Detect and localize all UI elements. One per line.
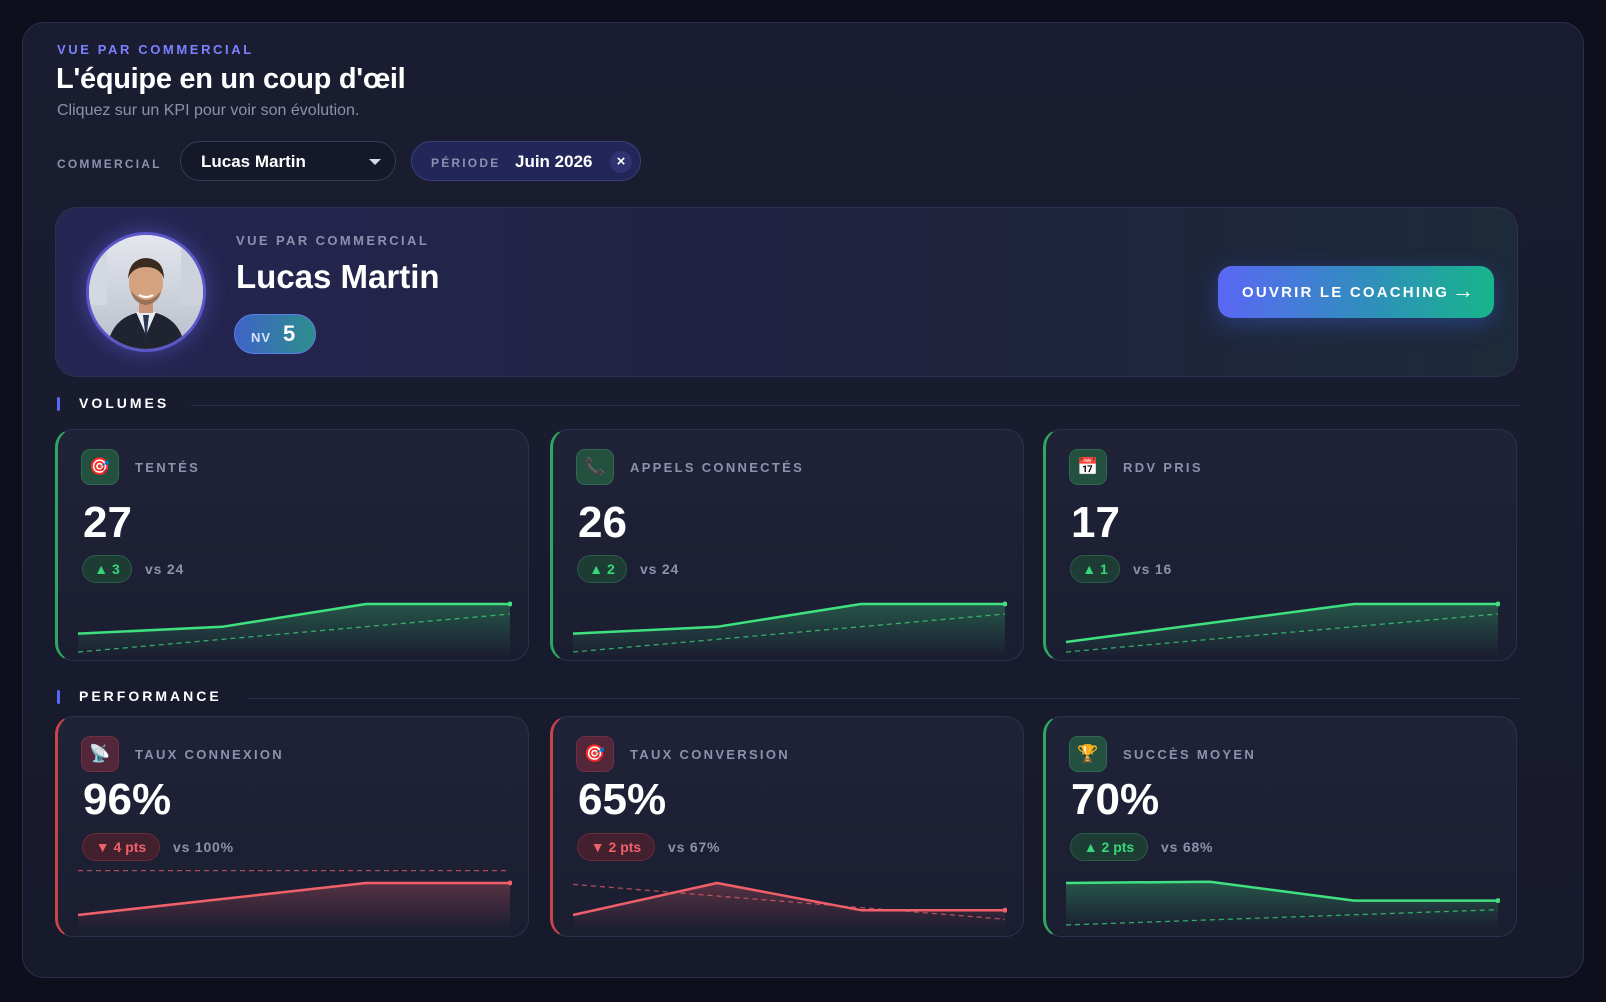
kpi-value: 27 (83, 498, 132, 547)
level-value: 5 (283, 321, 296, 346)
kpi-card-taux_connexion[interactable]: 📡 TAUX CONNEXION 96% ▼ 4 pts vs 100% (55, 716, 529, 937)
open-coaching-label: OUVRIR LE COACHING (1242, 284, 1450, 301)
commercial-select-value: Lucas Martin (201, 152, 306, 171)
sparkline-endpoint (507, 880, 512, 886)
kpi-label: SUCCÈS MOYEN (1123, 747, 1257, 762)
kpi-comparison: vs 24 (640, 561, 680, 577)
section-divider (247, 698, 1519, 699)
kpi-delta-badge: ▲ 3 (82, 555, 132, 583)
profile-name: Lucas Martin (236, 258, 440, 295)
section-marker (57, 397, 60, 411)
avatar-portrait-icon (89, 235, 203, 349)
kpi-label: TAUX CONNEXION (135, 747, 284, 762)
kpi-comparison: vs 24 (145, 561, 185, 577)
kpi-comparison: vs 68% (1161, 839, 1214, 855)
kpi-card-succes_moyen[interactable]: 🏆 SUCCÈS MOYEN 70% ▲ 2 pts vs 68% (1043, 716, 1517, 937)
sparkline-endpoint (1495, 601, 1500, 607)
kpi-delta-badge: ▲ 2 (577, 555, 627, 583)
period-filter-value: Juin 2026 (515, 152, 593, 171)
kpi-label: TAUX CONVERSION (630, 747, 790, 762)
kpi-delta-badge: ▲ 2 pts (1070, 833, 1148, 861)
sparkline-endpoint (507, 601, 512, 607)
kpi-sparkline (1065, 880, 1500, 929)
kpi-sparkline (1065, 601, 1500, 656)
calendar-icon: 📅 (1069, 449, 1107, 485)
section-volumes-title: VOLUMES (79, 395, 170, 411)
kpi-value: 65% (578, 775, 667, 824)
sparkline-baseline (1065, 613, 1499, 653)
sparkline-trend (1065, 880, 1498, 902)
sparkline-area (573, 883, 1005, 929)
chevron-down-icon (369, 159, 381, 165)
kpi-label: TENTÉS (135, 460, 201, 475)
sparkline-trend (77, 881, 510, 917)
profile-eyebrow: VUE PAR COMMERCIAL (236, 233, 430, 248)
kpi-card-appels[interactable]: 📞 APPELS CONNECTÉS 26 ▲ 2 vs 24 (550, 429, 1024, 661)
kpi-sparkline (77, 601, 512, 656)
sparkline-trend (1065, 602, 1498, 644)
kpi-value: 17 (1071, 498, 1120, 547)
sparkline-trend (572, 881, 1005, 917)
kpi-comparison: vs 100% (173, 839, 234, 855)
kpi-delta-badge: ▼ 2 pts (577, 833, 655, 861)
sparkline-endpoint (1002, 601, 1007, 607)
sparkline-area (1066, 881, 1498, 929)
sparkline-area (1066, 604, 1498, 656)
kpi-sparkline (572, 601, 1007, 656)
sparkline-trend (77, 602, 510, 635)
page-eyebrow: VUE PAR COMMERCIAL (57, 42, 254, 57)
kpi-value: 70% (1071, 775, 1160, 824)
profile-card: VUE PAR COMMERCIAL Lucas Martin NV 5 OUV… (55, 207, 1518, 377)
target-icon: 🎯 (81, 449, 119, 485)
satellite-dish-icon: 📡 (81, 736, 119, 772)
sparkline-trend (572, 602, 1005, 635)
kpi-sparkline (77, 869, 512, 929)
section-marker (57, 690, 60, 704)
kpi-delta-badge: ▼ 4 pts (82, 833, 160, 861)
level-badge: NV 5 (234, 314, 316, 354)
target-icon: 🎯 (576, 736, 614, 772)
sparkline-baseline (572, 613, 1006, 653)
kpi-card-taux_conversion[interactable]: 🎯 TAUX CONVERSION 65% ▼ 2 pts vs 67% (550, 716, 1024, 937)
sparkline-baseline (1065, 908, 1499, 926)
team-overview-panel: VUE PAR COMMERCIAL L'équipe en un coup d… (22, 22, 1584, 978)
kpi-delta-badge: ▲ 1 (1070, 555, 1120, 583)
sparkline-endpoint (1002, 907, 1007, 913)
period-filter-label: PÉRIODE (431, 156, 501, 170)
page-subtitle: Cliquez sur un KPI pour voir son évoluti… (57, 102, 360, 119)
trophy-icon: 🏆 (1069, 736, 1107, 772)
section-divider (191, 405, 1519, 406)
clear-period-icon[interactable]: × (610, 151, 632, 173)
arrow-right-icon: → (1452, 278, 1474, 303)
kpi-label: APPELS CONNECTÉS (630, 460, 805, 475)
kpi-comparison: vs 67% (668, 839, 721, 855)
section-performance-title: PERFORMANCE (79, 688, 222, 704)
sparkline-baseline (77, 613, 511, 653)
section-performance: PERFORMANCE (57, 688, 1519, 708)
commercial-filter-label: COMMERCIAL (57, 157, 162, 171)
kpi-card-tentes[interactable]: 🎯 TENTÉS 27 ▲ 3 vs 24 (55, 429, 529, 661)
kpi-comparison: vs 16 (1133, 561, 1173, 577)
kpi-label: RDV PRIS (1123, 460, 1203, 475)
kpi-sparkline (572, 881, 1007, 929)
sparkline-baseline (572, 883, 1006, 920)
kpi-card-rdv[interactable]: 📅 RDV PRIS 17 ▲ 1 vs 16 (1043, 429, 1517, 661)
level-prefix: NV (251, 330, 272, 345)
sparkline-area (78, 883, 510, 929)
kpi-value: 26 (578, 498, 627, 547)
open-coaching-button[interactable]: OUVRIR LE COACHING → (1218, 266, 1494, 318)
kpi-value: 96% (83, 775, 172, 824)
period-filter-chip[interactable]: PÉRIODE Juin 2026 × (411, 141, 641, 181)
commercial-select[interactable]: Lucas Martin (180, 141, 396, 181)
sparkline-endpoint (1495, 898, 1500, 904)
page-title: L'équipe en un coup d'œil (56, 63, 406, 95)
section-volumes: VOLUMES (57, 395, 1519, 415)
avatar (86, 232, 206, 352)
phone-icon: 📞 (576, 449, 614, 485)
